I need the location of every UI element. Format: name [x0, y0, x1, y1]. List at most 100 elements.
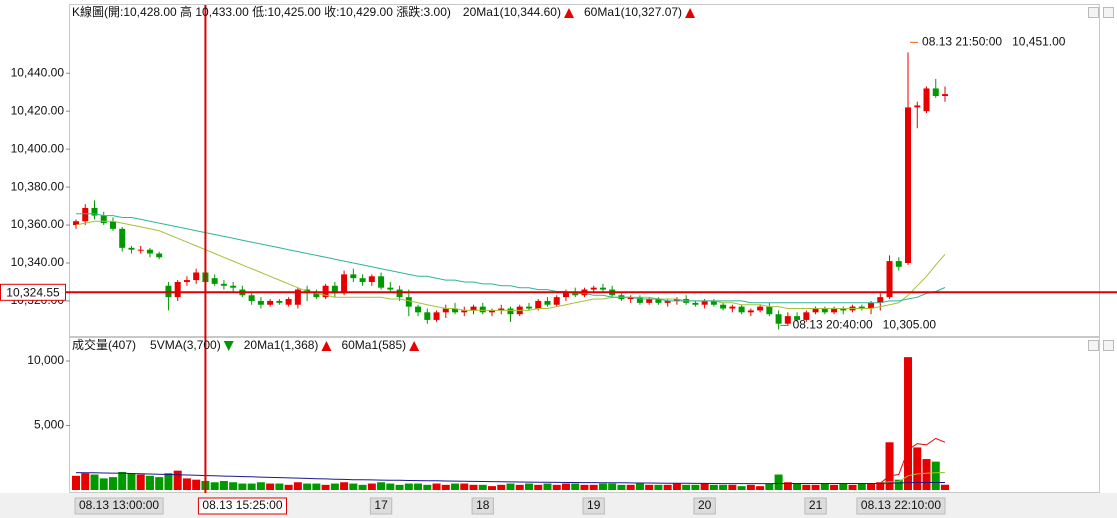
candle-body	[128, 247, 135, 250]
volume-bar	[284, 484, 293, 490]
volume-bar	[589, 484, 598, 490]
candle-body	[507, 308, 514, 315]
legend-entry: 20Ma1(10,344.60)	[463, 5, 561, 19]
candle-body	[914, 105, 921, 108]
volume-bar	[848, 484, 857, 490]
volume-bar	[460, 483, 469, 490]
candle-body	[183, 280, 190, 282]
volume-bar	[256, 482, 265, 490]
candle-body	[627, 297, 634, 300]
y-tick-label: 10,380.00	[11, 179, 65, 193]
legend-entry: 5VMA(3,700)	[150, 338, 221, 352]
candle-body	[757, 306, 764, 311]
volume-bar	[635, 483, 644, 490]
y-tick-label: 10,420.00	[11, 103, 65, 117]
candle-body	[137, 249, 144, 251]
candle-body	[82, 207, 89, 222]
candle-body	[211, 278, 218, 284]
candle-body	[267, 300, 274, 305]
volume-bar	[275, 483, 284, 490]
volume-bar	[136, 474, 145, 490]
ma-line	[75, 220, 946, 311]
candle-body	[350, 274, 357, 279]
volume-bar	[386, 483, 395, 490]
candle-body	[220, 283, 227, 286]
x-tick-label: 08.13 22:10:00	[861, 498, 941, 512]
volume-bar	[580, 484, 589, 490]
candle-body	[692, 302, 699, 305]
candle-body	[535, 300, 542, 309]
volume-bar	[321, 484, 330, 490]
button[interactable]	[1088, 7, 1099, 18]
candle-body	[664, 300, 671, 303]
volume-bar	[266, 483, 275, 490]
volume-bar	[330, 483, 339, 490]
candle-body	[470, 306, 477, 311]
volume-bar	[423, 484, 432, 490]
volume-bar	[303, 483, 312, 490]
volume-bar	[941, 484, 949, 490]
candle-body	[868, 302, 875, 309]
candle-body	[378, 276, 385, 288]
button[interactable]	[1103, 340, 1114, 351]
volume-bar	[571, 483, 580, 490]
volume-bar	[534, 484, 543, 490]
candle-body	[368, 276, 375, 282]
candle-body	[636, 297, 643, 303]
candle-body	[257, 300, 264, 305]
volume-bar	[552, 484, 561, 490]
candle-body	[230, 285, 237, 288]
legend-arrow	[321, 341, 332, 351]
candle-body	[646, 299, 653, 303]
annotation-time: 08.13 20:40:00	[793, 318, 873, 332]
candle-body	[701, 300, 708, 305]
volume-bar	[904, 357, 913, 490]
x-tick-label: 21	[809, 498, 823, 512]
volume-bar	[99, 478, 108, 490]
candle-body	[720, 304, 727, 309]
legend-arrow	[685, 8, 696, 18]
candle-body	[747, 310, 754, 313]
candle-body	[294, 289, 301, 305]
volume-bar	[728, 484, 737, 490]
volume-bar	[118, 471, 127, 490]
y-tick-label: 10,000	[27, 353, 64, 367]
volume-bar	[663, 484, 672, 490]
annotation-value: 10,451.00	[1012, 35, 1066, 49]
candle-body	[766, 306, 773, 315]
candle-body	[812, 308, 819, 313]
volume-bar	[145, 475, 154, 490]
volume-bar	[127, 473, 136, 490]
volume-bar	[672, 483, 681, 490]
y-tick-label: 5,000	[34, 418, 64, 432]
candle-body	[553, 297, 560, 305]
candle-body	[489, 310, 496, 313]
candle-body	[396, 289, 403, 298]
legend-arrow	[223, 341, 234, 351]
volume-bar	[173, 470, 182, 490]
volume-bar	[210, 482, 219, 490]
candle-body	[738, 306, 745, 313]
volume-bar	[90, 474, 99, 490]
y-tick-label: 10,440.00	[11, 65, 65, 79]
crosshair-price-box	[0, 283, 66, 301]
button[interactable]	[1088, 340, 1099, 351]
x-tick-label: 18	[476, 498, 490, 512]
volume-bar	[811, 484, 820, 490]
candle-body	[794, 316, 801, 320]
volume-bar	[515, 484, 524, 490]
volume-bar	[885, 442, 894, 490]
candle-body	[895, 261, 902, 267]
x-tick-box	[471, 497, 494, 515]
candle-body	[710, 300, 717, 305]
candle-body	[461, 310, 468, 313]
volume-bar	[783, 482, 792, 490]
candle-body	[942, 94, 948, 97]
volume-bar	[867, 483, 876, 490]
button[interactable]	[1103, 7, 1114, 18]
legend-entry: 60Ma1(585)	[341, 338, 406, 352]
volume-bar	[312, 483, 321, 490]
candle-body	[923, 88, 930, 112]
volume-bar	[293, 482, 302, 490]
